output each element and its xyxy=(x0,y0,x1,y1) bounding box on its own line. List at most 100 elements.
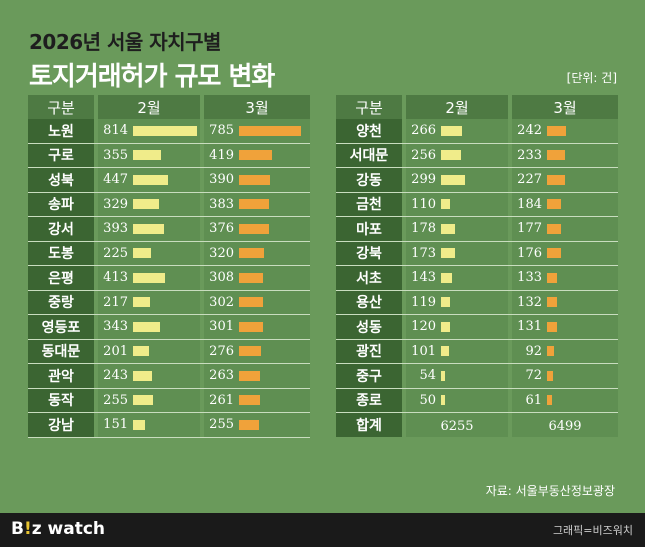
feb-value-cell: 143 xyxy=(406,265,508,291)
header-district: 구분 xyxy=(336,95,402,119)
chart-title-line1: 2026년 서울 자치구별 xyxy=(29,30,221,54)
total-mar: 6499 xyxy=(548,419,582,435)
table-row: 송파 329 383 xyxy=(28,192,310,217)
table-row: 용산 119 132 xyxy=(336,290,618,315)
district-label: 성동 xyxy=(336,314,402,340)
district-label: 서대문 xyxy=(336,143,402,168)
data-label: 131 xyxy=(517,319,542,335)
mar-value-cell: 785 xyxy=(204,119,310,144)
data-label: 299 xyxy=(411,172,436,188)
bar xyxy=(441,199,450,210)
table-row: 중구 54 72 xyxy=(336,363,618,389)
header-mar: 3월 xyxy=(204,95,310,119)
bar xyxy=(133,272,165,283)
feb-value-cell: 329 xyxy=(98,192,200,217)
mar-value-cell: 276 xyxy=(204,339,310,364)
feb-value-cell: 151 xyxy=(98,412,200,438)
district-label: 용산 xyxy=(336,290,402,315)
data-label: 243 xyxy=(103,368,128,384)
district-label: 관악 xyxy=(28,363,94,389)
mar-value-cell: 133 xyxy=(512,265,618,291)
data-label: 92 xyxy=(525,343,542,359)
data-label: 383 xyxy=(209,196,234,212)
data-label: 393 xyxy=(103,221,128,237)
mar-value-cell: 72 xyxy=(512,363,618,389)
unit-label: [단위: 건] xyxy=(566,71,617,85)
bar xyxy=(239,150,272,161)
bar xyxy=(133,125,197,136)
district-label: 마포 xyxy=(336,216,402,242)
bar xyxy=(239,370,260,381)
bar xyxy=(547,272,557,283)
data-label: 320 xyxy=(209,245,234,261)
district-label: 종로 xyxy=(336,388,402,413)
data-label: 266 xyxy=(411,123,436,139)
feb-value-cell: 50 xyxy=(406,388,508,413)
mar-value-cell: 176 xyxy=(512,241,618,266)
feb-value-cell: 447 xyxy=(98,167,200,193)
table-row: 강남 151 255 xyxy=(28,412,310,438)
bar xyxy=(239,297,263,308)
bar xyxy=(239,174,270,185)
table-row: 도봉 225 320 xyxy=(28,241,310,266)
table-row: 광진 101 92 xyxy=(336,339,618,364)
data-label: 419 xyxy=(209,147,234,163)
data-label: 173 xyxy=(411,245,436,261)
table-row: 성동 120 131 xyxy=(336,314,618,340)
feb-value-cell: 217 xyxy=(98,290,200,315)
district-label: 광진 xyxy=(336,339,402,364)
bar xyxy=(133,370,152,381)
feb-value-cell: 256 xyxy=(406,143,508,168)
feb-value-cell: 201 xyxy=(98,339,200,364)
data-label: 110 xyxy=(411,196,436,212)
bar xyxy=(441,150,461,161)
data-label: 301 xyxy=(209,319,234,335)
mar-value-cell: 184 xyxy=(512,192,618,217)
data-label: 101 xyxy=(411,343,436,359)
feb-value-cell: 266 xyxy=(406,119,508,144)
bar xyxy=(547,150,565,161)
data-label: 355 xyxy=(103,147,128,163)
header-mar: 3월 xyxy=(512,95,618,119)
bar xyxy=(239,248,264,259)
district-label: 강동 xyxy=(336,167,402,193)
bar xyxy=(441,321,450,332)
data-label: 413 xyxy=(103,270,128,286)
bar xyxy=(547,248,561,259)
data-label: 133 xyxy=(517,270,542,286)
table-row: 종로 50 61 xyxy=(336,388,618,413)
data-label: 256 xyxy=(411,147,436,163)
data-label: 447 xyxy=(103,172,128,188)
bar xyxy=(133,223,164,234)
table-row: 서대문 256 233 xyxy=(336,143,618,168)
bar xyxy=(133,248,151,259)
data-label: 120 xyxy=(411,319,436,335)
table-row: 강서 393 376 xyxy=(28,216,310,242)
bar xyxy=(133,199,159,210)
feb-value-cell: 173 xyxy=(406,241,508,266)
data-label: 242 xyxy=(517,123,542,139)
header-feb: 2월 xyxy=(406,95,508,119)
mar-value-cell: 419 xyxy=(204,143,310,168)
district-label: 강북 xyxy=(336,241,402,266)
data-label: 50 xyxy=(419,392,436,408)
mar-value-cell: 320 xyxy=(204,241,310,266)
bar xyxy=(133,395,153,406)
district-label: 금천 xyxy=(336,192,402,217)
data-label: 177 xyxy=(517,221,542,237)
district-table-left: 구분 2월 3월 노원 814 785 구로 355 419 성북 447 390 송파 329 38… xyxy=(28,95,310,438)
graphic-credit: 그래픽=비즈워치 xyxy=(552,524,633,537)
bar xyxy=(239,321,263,332)
bar xyxy=(239,272,263,283)
table-row: 금천 110 184 xyxy=(336,192,618,217)
table-row: 구로 355 419 xyxy=(28,143,310,168)
feb-value-cell: 255 xyxy=(98,388,200,413)
mar-value-cell: 376 xyxy=(204,216,310,242)
district-label: 영등포 xyxy=(28,314,94,340)
mar-value-cell: 383 xyxy=(204,192,310,217)
bar xyxy=(239,223,269,234)
mar-value-cell: 242 xyxy=(512,119,618,144)
mar-value-cell: 177 xyxy=(512,216,618,242)
data-label: 276 xyxy=(209,343,234,359)
table-row: 은평 413 308 xyxy=(28,265,310,291)
